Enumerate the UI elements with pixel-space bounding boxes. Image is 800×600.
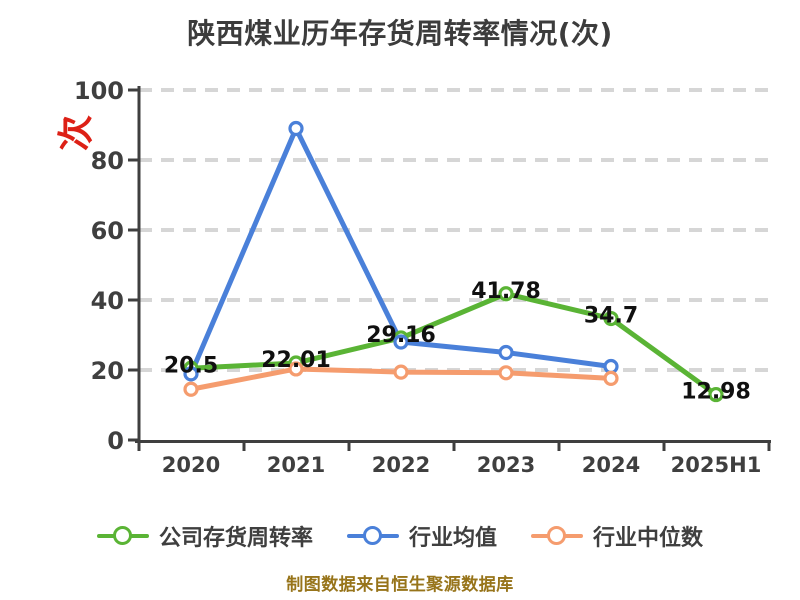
y-tick-label: 100 xyxy=(74,77,124,105)
data-label: 12.98 xyxy=(681,380,751,405)
chart-legend: 公司存货周转率 行业均值 行业中位数 xyxy=(0,508,800,564)
data-point-1 xyxy=(498,344,514,361)
data-point-2 xyxy=(288,361,304,377)
footer-source-note: 制图数据来自恒生聚源数据库 xyxy=(286,575,514,595)
y-tick-label: 0 xyxy=(107,427,124,455)
data-label: 22.01 xyxy=(261,348,331,373)
data-point-1 xyxy=(393,334,409,350)
data-point-2 xyxy=(393,364,409,380)
data-point-1 xyxy=(288,120,304,137)
x-tick-label: 2022 xyxy=(372,453,430,477)
x-tick-label: 2021 xyxy=(267,453,325,477)
data-label: 29.16 xyxy=(366,323,436,348)
chart-canvas: 0 20 40 60 80 100 2020 2021 2022 2023 2024 2025H1 20… xyxy=(74,77,771,477)
legend-item-1: 行业均值 xyxy=(346,520,497,552)
data-label: 20.5 xyxy=(164,353,218,378)
y-tick-label: 80 xyxy=(91,147,124,175)
y-tick-label: 40 xyxy=(91,287,124,315)
data-point-1 xyxy=(603,358,619,375)
legend-marker-icon xyxy=(346,524,399,548)
data-point-0 xyxy=(498,286,514,302)
legend-item-0: 公司存货周转率 xyxy=(96,520,313,552)
data-point-2 xyxy=(603,370,619,386)
data-point-0 xyxy=(603,310,619,327)
legend-label: 公司存货周转率 xyxy=(158,526,313,551)
data-point-1 xyxy=(183,366,199,382)
chart-title: 陕西煤业历年存货周转率情况(次) xyxy=(187,17,613,50)
legend-item-2: 行业中位数 xyxy=(531,520,703,552)
data-label: 34.7 xyxy=(584,304,638,329)
y-tick-label: 20 xyxy=(91,357,124,385)
legend-marker-icon xyxy=(531,524,583,548)
x-tick-label: 2025H1 xyxy=(671,453,762,477)
data-label: 41.78 xyxy=(471,279,541,304)
x-tick-label: 2024 xyxy=(582,453,640,477)
y-tick-label: 60 xyxy=(91,217,124,245)
data-point-2 xyxy=(498,365,514,381)
x-tick-label: 2020 xyxy=(162,453,220,477)
series-line-0 xyxy=(188,291,719,398)
legend-label: 行业中位数 xyxy=(593,526,704,551)
legend-marker-icon xyxy=(96,524,149,548)
data-point-0 xyxy=(708,386,724,403)
legend-label: 行业均值 xyxy=(408,526,497,551)
x-tick-label: 2023 xyxy=(477,453,535,477)
data-point-2 xyxy=(183,381,199,397)
